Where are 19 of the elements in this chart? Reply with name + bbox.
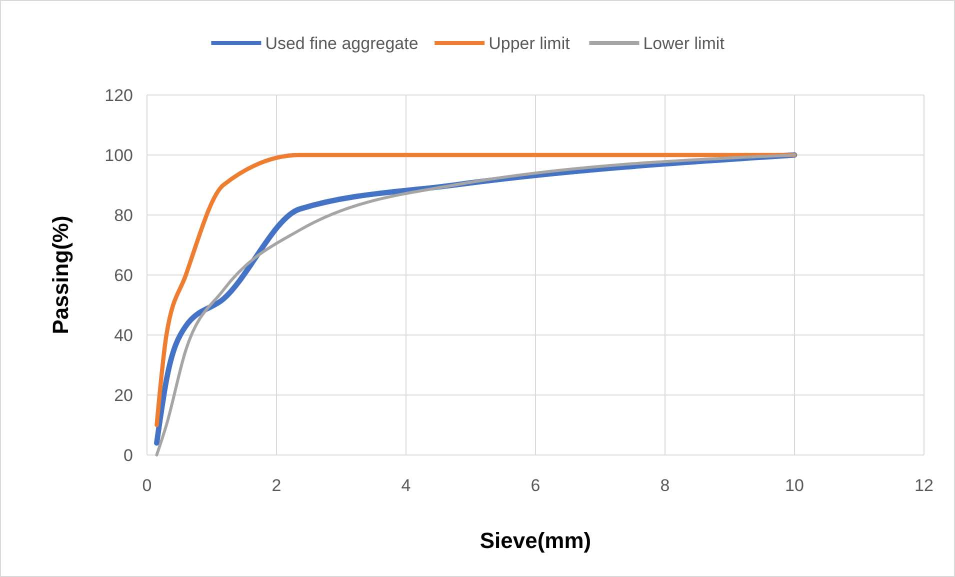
y-tick-label: 20 bbox=[114, 386, 133, 405]
x-tick-label: 0 bbox=[142, 476, 152, 495]
x-axis-title: Sieve(mm) bbox=[480, 528, 592, 553]
x-tick-label: 6 bbox=[530, 476, 540, 495]
y-tick-label: 100 bbox=[104, 146, 133, 165]
legend-label: Lower limit bbox=[643, 34, 725, 53]
x-tick-label: 10 bbox=[785, 476, 804, 495]
y-tick-label: 60 bbox=[114, 266, 133, 285]
x-tick-label: 2 bbox=[272, 476, 282, 495]
y-tick-label: 0 bbox=[124, 446, 133, 465]
x-tick-label: 8 bbox=[660, 476, 670, 495]
y-tick-label: 80 bbox=[114, 206, 133, 225]
x-tick-label: 4 bbox=[401, 476, 411, 495]
legend-label: Used fine aggregate bbox=[265, 34, 418, 53]
y-tick-label: 40 bbox=[114, 326, 133, 345]
y-axis-title: Passing(%) bbox=[48, 216, 73, 334]
y-tick-label: 120 bbox=[104, 86, 133, 105]
x-tick-label: 12 bbox=[914, 476, 934, 495]
legend-label: Upper limit bbox=[488, 34, 570, 53]
